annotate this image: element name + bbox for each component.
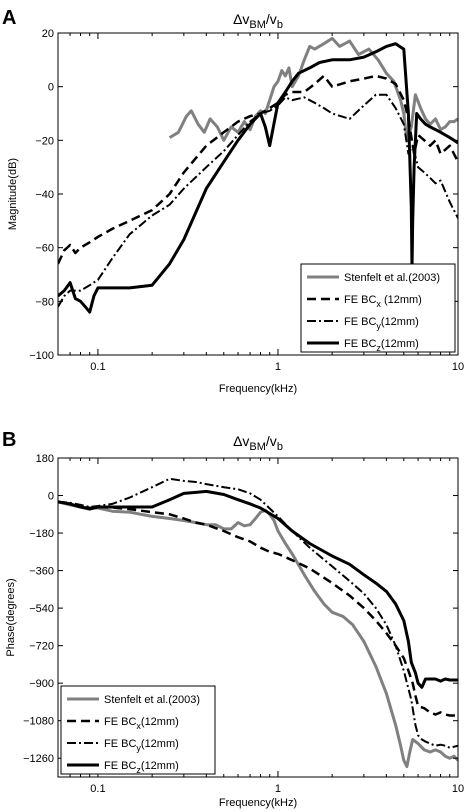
legend: Stenfelt et al.(2003) FE BCx (12mm) FE BCy… [300, 263, 456, 353]
y-tick-label: −20 [35, 135, 54, 147]
legend-label-2: FE BCx (12mm) [344, 294, 422, 309]
chart-title: ΔvBM/vb [233, 433, 283, 453]
legend-label-4: FE BCz(12mm) [344, 338, 419, 353]
series-line-4 [58, 42, 458, 314]
y-tick-label: −80 [35, 296, 54, 308]
legend: Stenfelt et al.(2003) FE BCx(12mm) FE BCy(… [60, 685, 216, 775]
y-tick-label: −1260 [23, 753, 54, 765]
y-tick-label: 180 [36, 453, 54, 465]
series-line-1 [58, 500, 458, 769]
panel-B: B ΔvBM/vb 180 0 −180 −360 −540 −720 −900 −1080 −12… [2, 429, 464, 809]
panel-A: A ΔvBM/vb −100 −80 −60 −40 −20 0 20 0.1 1 10 Frequen… [2, 7, 464, 395]
legend-label-1: Stenfelt et al.(2003) [344, 272, 440, 284]
y-tick-label: 0 [48, 82, 54, 94]
y-tick-label: −40 [35, 189, 54, 201]
chart-title: ΔvBM/vb [233, 11, 283, 31]
x-tick-label: 0.1 [90, 783, 105, 795]
series-line-1 [168, 36, 458, 142]
y-tick-label: −540 [29, 603, 54, 615]
legend-label-4: FE BCz(12mm) [104, 760, 179, 775]
legend-label-3: FE BCy(12mm) [104, 738, 179, 753]
series-line-2 [58, 500, 458, 717]
y-tick-label: −900 [29, 678, 54, 690]
y-tick-label: 20 [42, 28, 54, 40]
panel-letter: A [2, 7, 16, 29]
legend-label-3: FE BCy(12mm) [344, 316, 419, 331]
y-tick-label: 0 [48, 491, 54, 503]
legend-label-1: Stenfelt et al.(2003) [104, 694, 200, 706]
y-tick-label: −60 [35, 243, 54, 255]
legend-box [60, 685, 216, 775]
y-tick-label: −1080 [23, 716, 54, 728]
series-line-4 [58, 489, 458, 689]
series-line-2 [58, 74, 458, 265]
y-tick-label: −180 [29, 528, 54, 540]
y-tick-label: −720 [29, 641, 54, 653]
panel-letter: B [2, 429, 16, 451]
x-tick-label: 10 [452, 361, 464, 373]
y-tick-label: −100 [29, 350, 54, 362]
x-tick-label: 1 [275, 361, 281, 373]
legend-box [300, 263, 456, 353]
x-tick-label: 0.1 [90, 361, 105, 373]
y-axis-label: Phase(degrees) [5, 578, 17, 656]
x-axis-label: Frequency(kHz) [219, 383, 297, 395]
y-axis-label: Magnitude(dB) [7, 158, 19, 230]
series-line-3 [58, 93, 458, 308]
plot-frame [57, 457, 459, 778]
x-axis-label: Frequency(kHz) [219, 797, 297, 809]
y-tick-label: −360 [29, 566, 54, 578]
x-tick-label: 10 [452, 783, 464, 795]
x-tick-label: 1 [275, 783, 281, 795]
series-line-3 [58, 477, 458, 749]
legend-label-2: FE BCx(12mm) [104, 716, 179, 731]
